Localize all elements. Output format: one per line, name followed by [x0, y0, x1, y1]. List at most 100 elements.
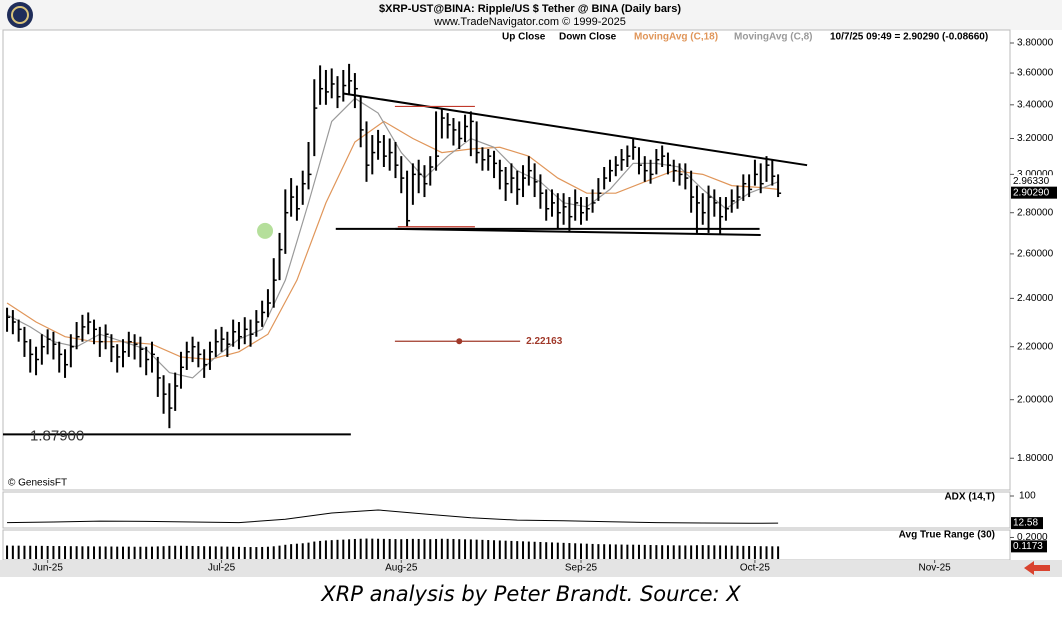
atr-bar — [464, 539, 467, 559]
atr-bar — [394, 539, 397, 559]
atr-bar — [388, 538, 391, 559]
y-tick-label: 2.40000 — [1017, 293, 1054, 304]
level-label: 1.87900 — [30, 427, 84, 444]
atr-bar — [353, 538, 356, 559]
atr-bar — [742, 545, 745, 559]
atr-bar — [771, 546, 774, 559]
legend-entry: MovingAvg (C,18) — [634, 32, 718, 43]
scroll-arrow[interactable] — [1024, 561, 1050, 575]
atr-bar — [17, 545, 20, 559]
header-band — [0, 0, 1062, 30]
atr-bar — [46, 545, 49, 559]
marker-label: 2.22163 — [526, 336, 563, 347]
atr-bar — [255, 547, 258, 559]
y-tick-label: 2.60000 — [1017, 249, 1054, 260]
atr-bar — [382, 538, 385, 559]
atr-bar — [417, 538, 420, 559]
signal-marker — [257, 222, 274, 239]
atr-bar — [162, 546, 165, 559]
atr-bar — [661, 545, 664, 559]
atr-bar — [533, 541, 536, 559]
atr-bar — [429, 539, 432, 559]
atr-bar — [272, 546, 275, 559]
atr-bar — [719, 545, 722, 559]
x-tick-label: Aug-25 — [385, 563, 418, 574]
atr-bar — [603, 544, 606, 559]
atr-bar — [539, 541, 542, 559]
x-tick-label: Jun-25 — [32, 563, 63, 574]
atr-bar — [11, 545, 14, 559]
atr-bar — [545, 542, 548, 559]
y-tick-label: 1.80000 — [1017, 453, 1054, 464]
atr-bar — [440, 538, 443, 559]
atr-bar — [406, 538, 409, 559]
atr-bar — [527, 541, 530, 559]
atr-bar — [29, 545, 32, 559]
atr-bar — [116, 546, 119, 559]
atr-bar — [568, 543, 571, 559]
atr-bar — [522, 541, 525, 559]
atr-bar — [168, 545, 171, 559]
atr-bar — [290, 544, 293, 559]
atr-bar — [637, 544, 640, 559]
atr-bar — [150, 546, 153, 559]
atr-bar — [562, 542, 565, 559]
atr-bar — [191, 545, 194, 559]
legend-entry: Up Close — [502, 32, 546, 43]
atr-bar — [145, 546, 148, 559]
caption: XRP analysis by Peter Brandt. Source: X — [320, 582, 741, 606]
atr-bar — [336, 539, 339, 559]
atr-bar — [122, 546, 125, 559]
atr-bar — [377, 538, 380, 559]
atr-bar — [295, 543, 298, 559]
y-tick-label: 0.2000 — [1017, 532, 1048, 543]
y-tick-label: 3.60000 — [1017, 68, 1054, 79]
atr-bar — [214, 546, 217, 559]
price-label-box — [1011, 186, 1057, 199]
atr-bar — [765, 546, 768, 559]
price-label-box — [1011, 175, 1057, 188]
atr-bar — [608, 544, 611, 559]
atr-bar — [452, 538, 455, 559]
legend-entry: MovingAvg (C,8) — [734, 32, 813, 43]
atr-bar — [319, 540, 322, 559]
atr-bar — [243, 546, 246, 559]
atr-bar — [695, 545, 698, 559]
atr-bar — [730, 545, 733, 559]
y-tick-label: 3.80000 — [1017, 38, 1054, 49]
atr-bar — [591, 543, 594, 559]
y-tick-label: 3.00000 — [1017, 169, 1054, 180]
atr-bar — [156, 546, 159, 559]
atr-bar — [179, 545, 182, 559]
x-tick-label: Nov-25 — [919, 563, 952, 574]
current-box — [1011, 517, 1043, 530]
atr-bar — [435, 538, 438, 559]
atr-bar — [104, 546, 107, 559]
atr-bar — [400, 539, 403, 559]
y-tick-label: 2.80000 — [1017, 207, 1054, 218]
atr-bar — [87, 546, 90, 559]
atr-bar — [342, 539, 345, 559]
atr-bar — [707, 545, 710, 559]
atr-bar — [748, 545, 751, 559]
atr-bar — [690, 545, 693, 559]
price-label: 2.96330 — [1013, 176, 1050, 187]
atr-bar — [220, 546, 223, 559]
atr-bar — [713, 545, 716, 559]
atr-bar — [632, 544, 635, 559]
atr-bar — [64, 546, 67, 559]
y-tick-label: 2.00000 — [1017, 394, 1054, 405]
atr-bar — [249, 547, 252, 559]
atr-bar — [493, 540, 496, 559]
atr-bar — [759, 546, 762, 559]
atr-bar — [620, 544, 623, 559]
atr-bar — [40, 545, 43, 559]
x-tick-label: Oct-25 — [740, 563, 770, 574]
chart-title: $XRP-UST@BINA: Ripple/US $ Tether @ BINA… — [379, 3, 681, 15]
atr-bar — [736, 545, 739, 559]
atr-bar — [93, 546, 96, 559]
atr-bar — [481, 539, 484, 559]
atr-bar — [307, 542, 310, 559]
atr-bar — [23, 545, 26, 559]
atr-bar — [556, 542, 559, 559]
